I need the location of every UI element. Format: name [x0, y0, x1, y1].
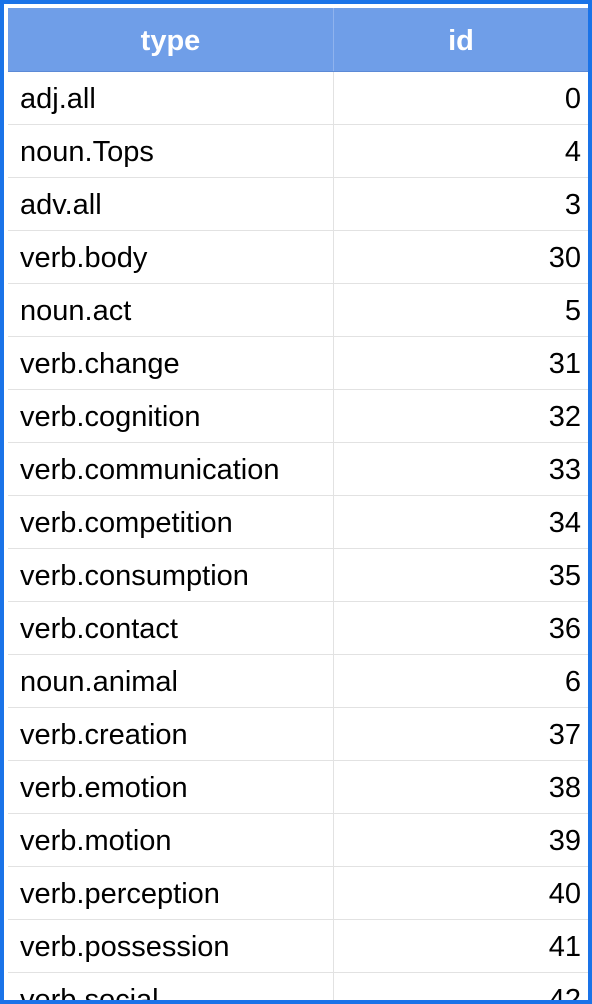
table-row[interactable]: verb.body 30	[8, 231, 588, 284]
table-body: adj.all 0 noun.Tops 4 adv.all 3 verb.body 30 nou…	[8, 72, 588, 1000]
spreadsheet-table: type id adj.all 0 noun.Tops 4 adv.all 3 verb.b…	[8, 8, 588, 1000]
cell-type[interactable]: verb.cognition	[20, 401, 201, 433]
column-divider	[333, 496, 334, 548]
table-row[interactable]: verb.emotion 38	[8, 761, 588, 814]
table-row[interactable]: noun.Tops 4	[8, 125, 588, 178]
column-divider	[333, 708, 334, 760]
cell-type[interactable]: verb.emotion	[20, 772, 188, 804]
table-row[interactable]: verb.consumption 35	[8, 549, 588, 602]
table-row[interactable]: verb.motion 39	[8, 814, 588, 867]
table-row[interactable]: verb.change 31	[8, 337, 588, 390]
table-row[interactable]: verb.cognition 32	[8, 390, 588, 443]
column-divider	[333, 178, 334, 230]
column-header-type[interactable]: type	[140, 25, 201, 57]
cell-id[interactable]: 6	[564, 666, 581, 698]
column-header-id[interactable]: id	[448, 25, 474, 57]
column-divider	[333, 761, 334, 813]
cell-id[interactable]: 30	[548, 242, 581, 274]
cell-type[interactable]: verb.change	[20, 348, 180, 380]
cell-type[interactable]: verb.perception	[20, 878, 220, 910]
cell-id[interactable]: 0	[564, 83, 581, 115]
cell-type[interactable]: verb.consumption	[20, 560, 249, 592]
cell-id[interactable]: 34	[548, 507, 581, 539]
table-row[interactable]: verb.possession 41	[8, 920, 588, 973]
cell-type[interactable]: verb.possession	[20, 931, 230, 963]
cell-id[interactable]: 40	[548, 878, 581, 910]
cell-type[interactable]: adv.all	[20, 189, 102, 221]
cell-type[interactable]: noun.animal	[20, 666, 178, 698]
cell-id[interactable]: 5	[564, 295, 581, 327]
cell-id[interactable]: 35	[548, 560, 581, 592]
column-divider	[333, 973, 334, 1000]
table-row[interactable]: verb.perception 40	[8, 867, 588, 920]
cell-id[interactable]: 39	[548, 825, 581, 857]
column-divider	[333, 867, 334, 919]
cell-id[interactable]: 33	[548, 454, 581, 486]
cell-id[interactable]: 37	[548, 719, 581, 751]
cell-id[interactable]: 31	[548, 348, 581, 380]
column-divider	[333, 549, 334, 601]
table-row[interactable]: verb.competition 34	[8, 496, 588, 549]
cell-id[interactable]: 42	[548, 984, 581, 1000]
cell-type[interactable]: verb.creation	[20, 719, 188, 751]
table-row[interactable]: noun.act 5	[8, 284, 588, 337]
column-divider	[333, 72, 334, 124]
table-row[interactable]: verb.contact 36	[8, 602, 588, 655]
cell-id[interactable]: 36	[548, 613, 581, 645]
header-divider	[333, 8, 334, 71]
column-divider	[333, 814, 334, 866]
cell-type[interactable]: verb.communication	[20, 454, 280, 486]
cell-id[interactable]: 38	[548, 772, 581, 804]
column-divider	[333, 920, 334, 972]
cell-id[interactable]: 4	[564, 136, 581, 168]
cell-id[interactable]: 41	[548, 931, 581, 963]
column-divider	[333, 125, 334, 177]
cell-type[interactable]: noun.Tops	[20, 136, 154, 168]
column-divider	[333, 443, 334, 495]
cell-id[interactable]: 32	[548, 401, 581, 433]
table-header: type id	[8, 8, 588, 72]
cell-type[interactable]: verb.competition	[20, 507, 233, 539]
column-divider	[333, 390, 334, 442]
table-row[interactable]: verb.social 42	[8, 973, 588, 1000]
column-divider	[333, 655, 334, 707]
cell-type[interactable]: verb.body	[20, 242, 148, 274]
cell-type[interactable]: verb.contact	[20, 613, 178, 645]
table-row[interactable]: verb.creation 37	[8, 708, 588, 761]
column-divider	[333, 602, 334, 654]
column-divider	[333, 284, 334, 336]
column-divider	[333, 337, 334, 389]
table-row[interactable]: adv.all 3	[8, 178, 588, 231]
table-row[interactable]: noun.animal 6	[8, 655, 588, 708]
cell-id[interactable]: 3	[564, 189, 581, 221]
cell-type[interactable]: verb.motion	[20, 825, 172, 857]
cell-type[interactable]: verb.social	[20, 984, 159, 1000]
table-row[interactable]: adj.all 0	[8, 72, 588, 125]
table-row[interactable]: verb.communication 33	[8, 443, 588, 496]
column-divider	[333, 231, 334, 283]
cell-type[interactable]: noun.act	[20, 295, 132, 327]
cell-type[interactable]: adj.all	[20, 83, 96, 115]
